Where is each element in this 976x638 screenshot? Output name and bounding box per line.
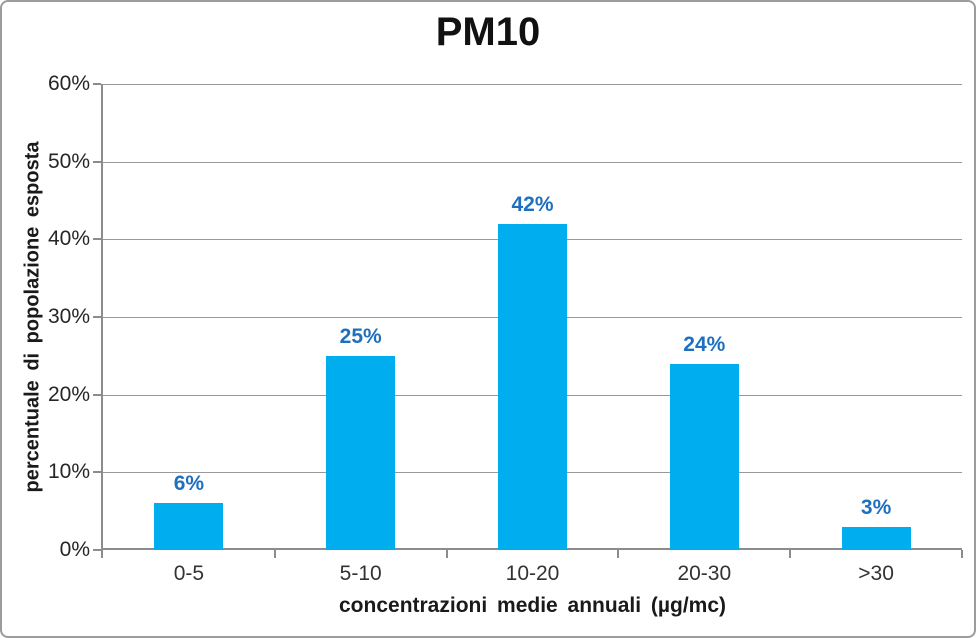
y-axis-tick [93, 393, 101, 396]
data-label-5-10: 25% [339, 324, 382, 348]
data-label->30: 3% [860, 495, 892, 519]
data-label-10-20: 42% [511, 192, 554, 216]
y-axis-title: percentuale di popolazione esposta [21, 141, 44, 493]
y-axis-line [101, 84, 103, 550]
category-label-20-30: 20-30 [677, 562, 732, 585]
y-tick-label: 40% [47, 227, 90, 251]
bar-5-10 [326, 355, 396, 550]
y-axis-tick [93, 238, 101, 241]
y-tick-label: 30% [47, 305, 90, 328]
bar-0-5 [154, 503, 224, 550]
category-label-0-5: 0-5 [173, 562, 205, 585]
gridline-50pct [103, 161, 962, 163]
y-tick-label: 60% [47, 72, 90, 95]
category-label->30: >30 [858, 562, 894, 585]
plot-area: 0% 10% 20% 30% 40% 50% 60% 6% 0-5 25% 5-10 42% 10-20… [48, 72, 963, 585]
x-axis-tick [617, 550, 620, 558]
y-axis-tick [93, 471, 101, 474]
y-axis-tick [93, 160, 101, 163]
bar-10-20 [498, 223, 567, 550]
bar->30 [841, 526, 911, 550]
gridline-60pct [103, 84, 962, 85]
x-axis-tick [101, 550, 103, 558]
category-label-5-10: 5-10 [339, 562, 382, 585]
x-axis-tick [445, 550, 448, 558]
chart-title: PM10 [435, 10, 541, 54]
y-tick-label: 10% [47, 460, 90, 484]
x-axis-tick [789, 550, 792, 558]
y-tick-label: 50% [47, 149, 90, 173]
y-axis-tick [93, 549, 101, 551]
y-tick-label: 20% [47, 382, 90, 406]
y-tick-label: 0% [59, 538, 90, 561]
x-axis-tick [961, 550, 963, 558]
x-axis-title: concentrazioni medie annuali (µg/mc) [339, 594, 726, 617]
y-axis-tick [93, 83, 101, 85]
bar-20-30 [669, 363, 739, 550]
x-axis-tick [273, 550, 276, 558]
y-axis-tick [93, 316, 101, 318]
category-label-10-20: 10-20 [505, 562, 560, 585]
data-label-20-30: 24% [683, 332, 726, 356]
data-label-0-5: 6% [173, 472, 205, 496]
